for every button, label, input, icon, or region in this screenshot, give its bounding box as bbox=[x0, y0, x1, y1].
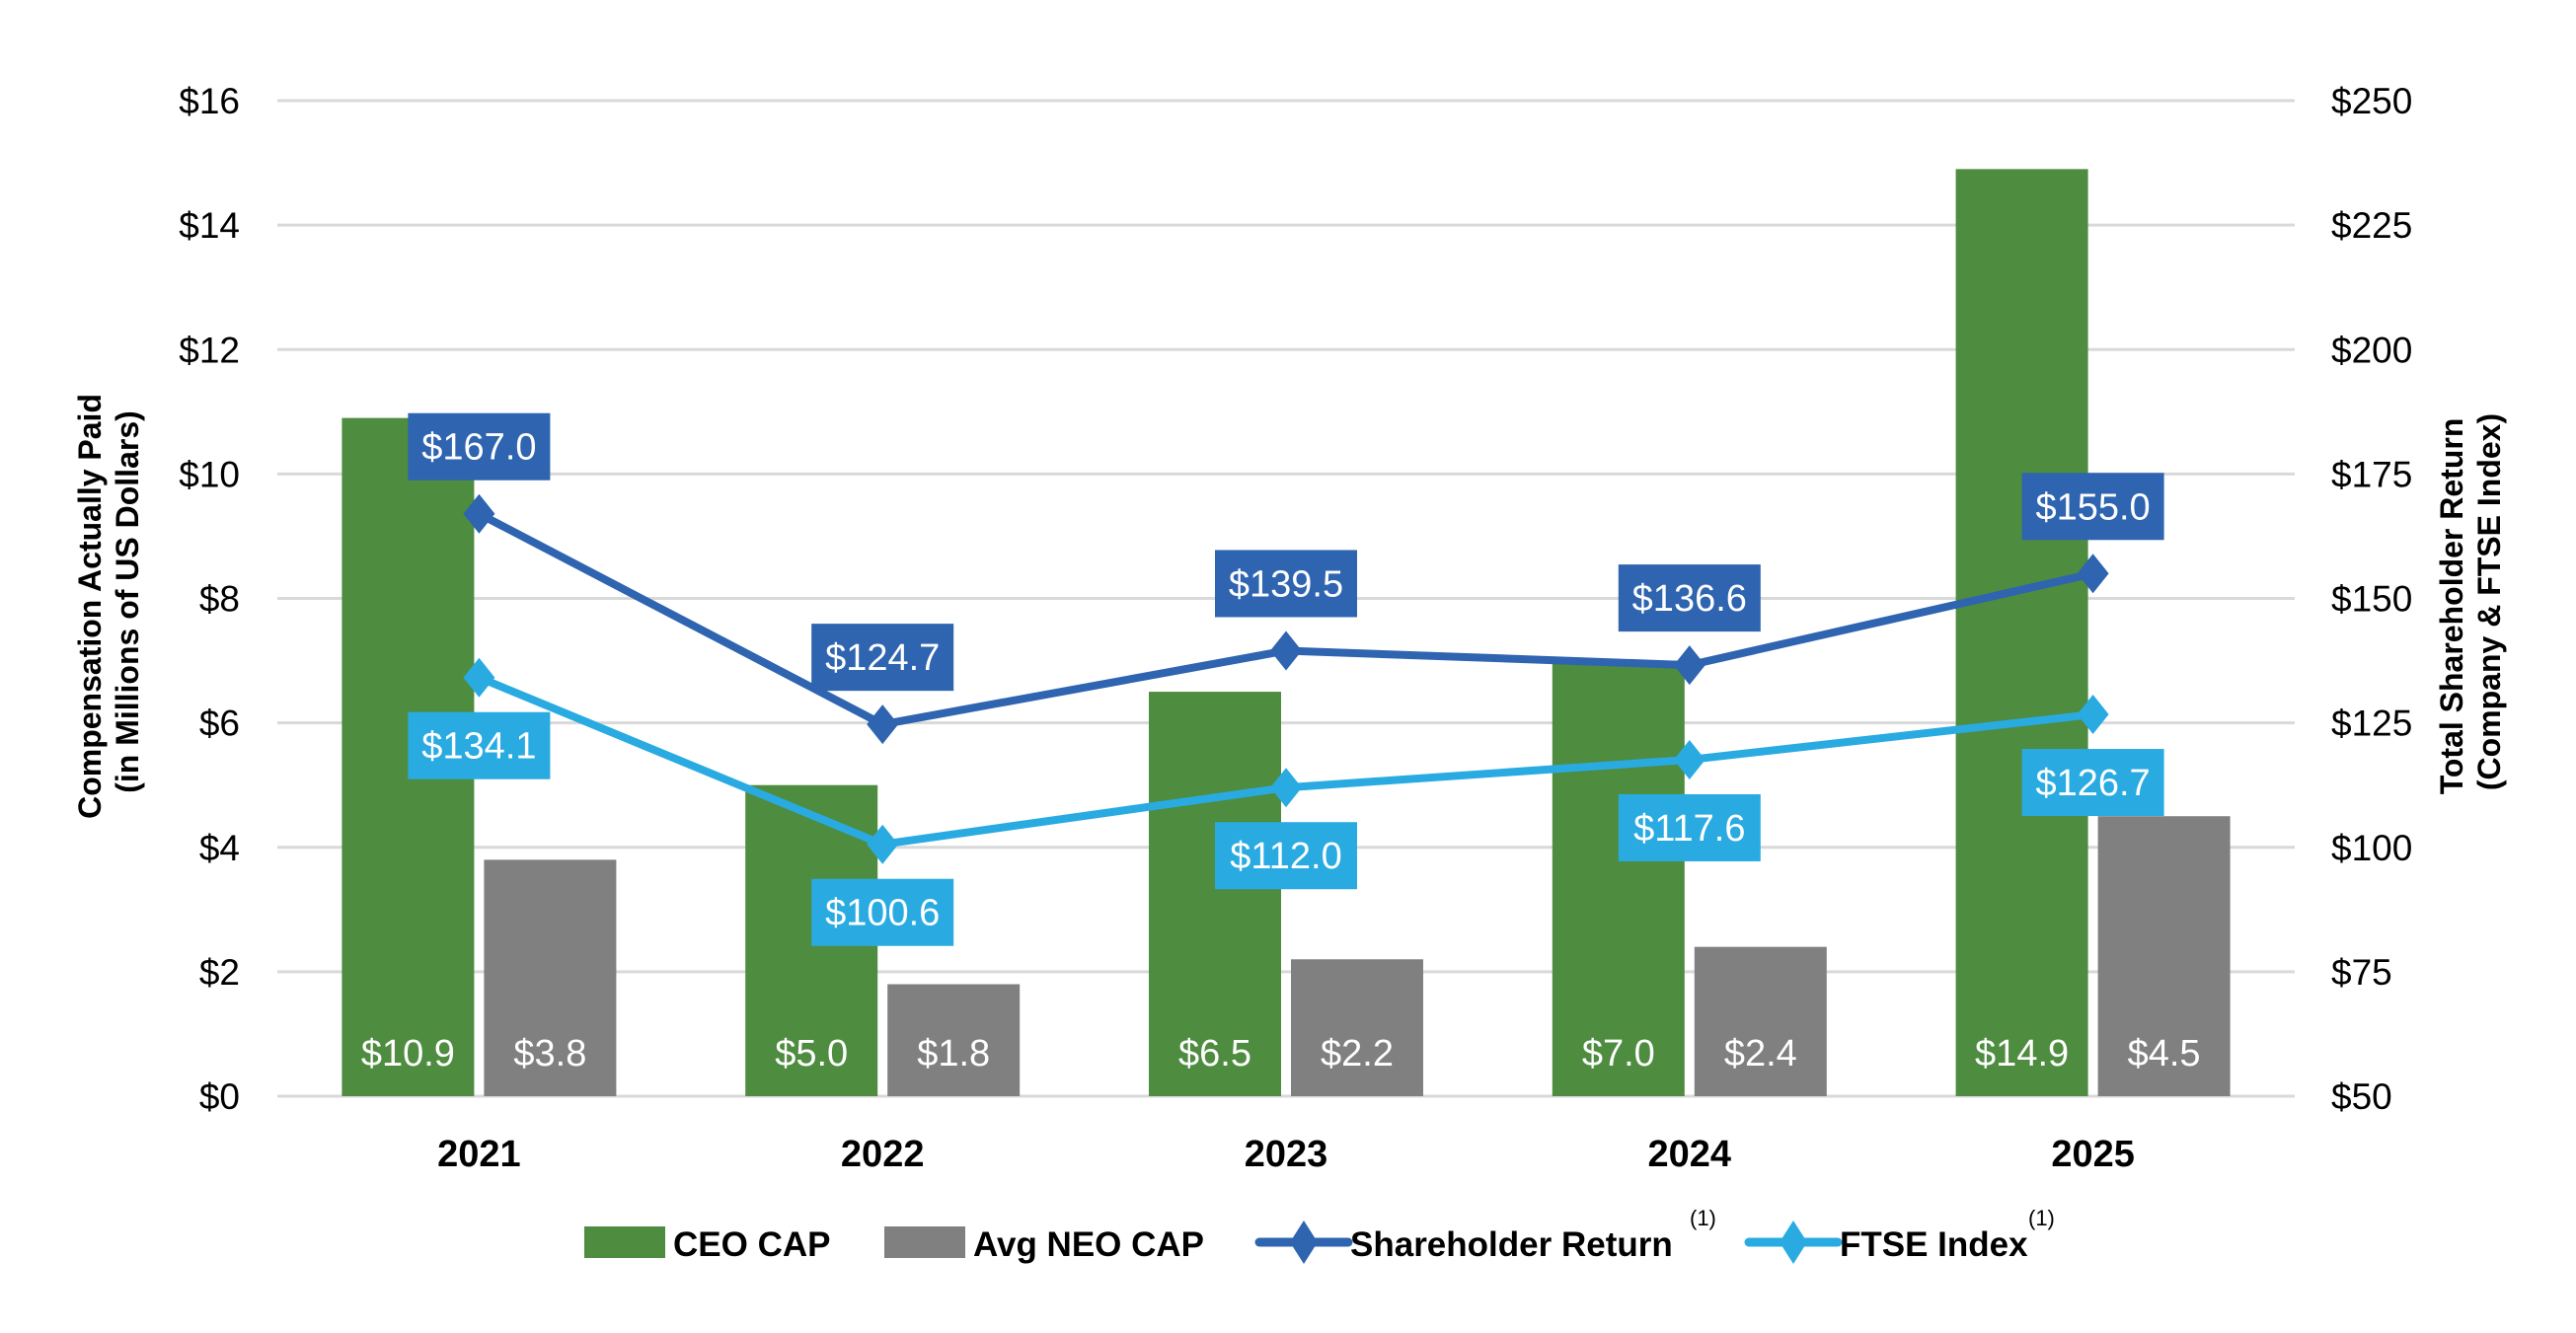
right-tick-label: $75 bbox=[2331, 952, 2392, 993]
line-data-label-box bbox=[408, 711, 551, 779]
bar-data-label: $2.2 bbox=[1321, 1033, 1394, 1074]
line-data-label: $155.0 bbox=[2035, 486, 2150, 528]
line-marker bbox=[867, 824, 899, 864]
left-tick-label: $12 bbox=[179, 330, 240, 370]
line-data-label-box bbox=[2021, 749, 2164, 817]
line-data-label-box bbox=[1618, 564, 1761, 632]
legend-label-ceo-cap: CEO CAP bbox=[673, 1225, 830, 1264]
x-tick-label: 2021 bbox=[437, 1134, 521, 1175]
bar-avg-neo-cap bbox=[2097, 816, 2231, 1096]
line-marker bbox=[2077, 695, 2109, 735]
line-marker bbox=[1270, 630, 1302, 671]
bar-avg-neo-cap bbox=[1694, 946, 1827, 1096]
x-tick-label: 2022 bbox=[841, 1134, 925, 1175]
line-data-label: $126.7 bbox=[2035, 763, 2150, 804]
line-marker bbox=[463, 493, 495, 534]
legend-label-avg-neo-cap: Avg NEO CAP bbox=[973, 1225, 1204, 1264]
line-data-label-box bbox=[2021, 473, 2164, 541]
bar-ceo-cap bbox=[1149, 692, 1281, 1096]
x-axis-ticks: 2021 2022 2023 2024 2025 bbox=[437, 1134, 2135, 1175]
left-tick-label: $2 bbox=[199, 952, 240, 993]
bar-avg-neo-cap bbox=[484, 859, 617, 1096]
line-data-label: $100.6 bbox=[825, 893, 940, 934]
bar-ceo-cap bbox=[1955, 169, 2088, 1096]
left-tick-label: $8 bbox=[199, 579, 240, 620]
line-marker bbox=[463, 657, 495, 698]
right-tick-label: $250 bbox=[2331, 81, 2412, 121]
legend-label-shareholder-return: Shareholder Return bbox=[1350, 1225, 1673, 1264]
line-ftse-index bbox=[477, 674, 2094, 849]
bar-avg-neo-cap bbox=[887, 984, 1021, 1096]
right-axis-title: Total Shareholder Return (Company & FTSE… bbox=[2434, 409, 2507, 795]
bar-data-label: $14.9 bbox=[1975, 1033, 2069, 1074]
legend-swatch-avg-neo-cap bbox=[884, 1226, 965, 1258]
line-data-label-box bbox=[1618, 793, 1761, 861]
bar-data-label: $2.4 bbox=[1724, 1033, 1797, 1074]
left-axis-ticks: $0 $2 $4 $6 $8 $10 $12 $14 $16 bbox=[179, 81, 240, 1117]
x-tick-label: 2025 bbox=[2051, 1134, 2135, 1175]
right-tick-label: $100 bbox=[2331, 828, 2412, 868]
line-data-label: $112.0 bbox=[1230, 836, 1341, 877]
line-marker bbox=[1270, 768, 1302, 808]
x-tick-label: 2024 bbox=[1648, 1134, 1732, 1175]
legend-marker-ftse-index bbox=[1780, 1221, 1807, 1264]
bar-data-label: $1.8 bbox=[917, 1033, 990, 1074]
right-tick-label: $175 bbox=[2331, 454, 2412, 494]
x-tick-label: 2023 bbox=[1245, 1134, 1328, 1175]
line-data-label-box bbox=[811, 624, 954, 692]
right-tick-label: $225 bbox=[2331, 205, 2412, 246]
left-tick-label: $6 bbox=[199, 704, 240, 744]
bars: $10.9 $3.8 $5.0 $1.8 $6.5 $2.2 $7.0 $2.4 $14.9 $4… bbox=[341, 169, 2231, 1096]
bar-data-label: $5.0 bbox=[775, 1033, 848, 1074]
bar-data-label: $7.0 bbox=[1582, 1033, 1655, 1074]
left-tick-label: $0 bbox=[199, 1076, 240, 1117]
line-marker bbox=[1673, 645, 1705, 686]
bar-ceo-cap bbox=[1552, 660, 1685, 1096]
line-data-label: $117.6 bbox=[1633, 808, 1745, 850]
legend-marker-shareholder-return bbox=[1290, 1221, 1318, 1264]
left-axis-title: Compensation Actually Paid (in Millions … bbox=[72, 385, 145, 819]
right-axis-ticks: $50 $75 $100 $125 $150 $175 $200 $225 $250 bbox=[2331, 81, 2412, 1117]
left-tick-label: $16 bbox=[179, 81, 240, 121]
legend-sup-ftse-index: (1) bbox=[2028, 1206, 2055, 1230]
left-tick-label: $4 bbox=[199, 828, 240, 868]
line-marker bbox=[2077, 554, 2109, 594]
bar-data-label: $10.9 bbox=[361, 1033, 455, 1074]
left-tick-label: $14 bbox=[179, 205, 240, 246]
bar-data-label: $4.5 bbox=[2128, 1033, 2201, 1074]
legend-label-ftse-index: FTSE Index bbox=[1840, 1225, 2028, 1264]
bar-data-label: $3.8 bbox=[513, 1033, 586, 1074]
line-data-label: $134.1 bbox=[421, 726, 536, 768]
legend-swatch-ceo-cap bbox=[584, 1226, 665, 1258]
bar-avg-neo-cap bbox=[1291, 959, 1423, 1096]
line-data-label-box bbox=[1215, 550, 1357, 618]
right-tick-label: $150 bbox=[2331, 579, 2412, 620]
line-data-label-box bbox=[408, 412, 551, 481]
bar-data-label: $6.5 bbox=[1178, 1033, 1251, 1074]
line-data-label: $136.6 bbox=[1632, 578, 1747, 620]
line-data-label: $124.7 bbox=[825, 637, 940, 679]
left-tick-label: $10 bbox=[179, 454, 240, 494]
line-data-label: $167.0 bbox=[421, 427, 536, 469]
legend-sup-shareholder-return: (1) bbox=[1690, 1206, 1716, 1230]
legend: CEO CAP Avg NEO CAP Shareholder Return (… bbox=[584, 1206, 2055, 1264]
right-tick-label: $50 bbox=[2331, 1076, 2392, 1117]
line-data-label-box bbox=[811, 878, 954, 946]
line-data-label-box bbox=[1215, 822, 1357, 890]
right-tick-label: $200 bbox=[2331, 330, 2412, 370]
line-shareholder-return bbox=[477, 510, 2094, 729]
line-marker bbox=[867, 704, 899, 745]
line-data-label: $139.5 bbox=[1229, 563, 1343, 605]
line-marker bbox=[1673, 739, 1705, 779]
right-tick-label: $125 bbox=[2331, 704, 2412, 744]
lines: $167.0 $124.7 $139.5 $136.6 $155.0 $134.1 $100… bbox=[408, 412, 2164, 946]
